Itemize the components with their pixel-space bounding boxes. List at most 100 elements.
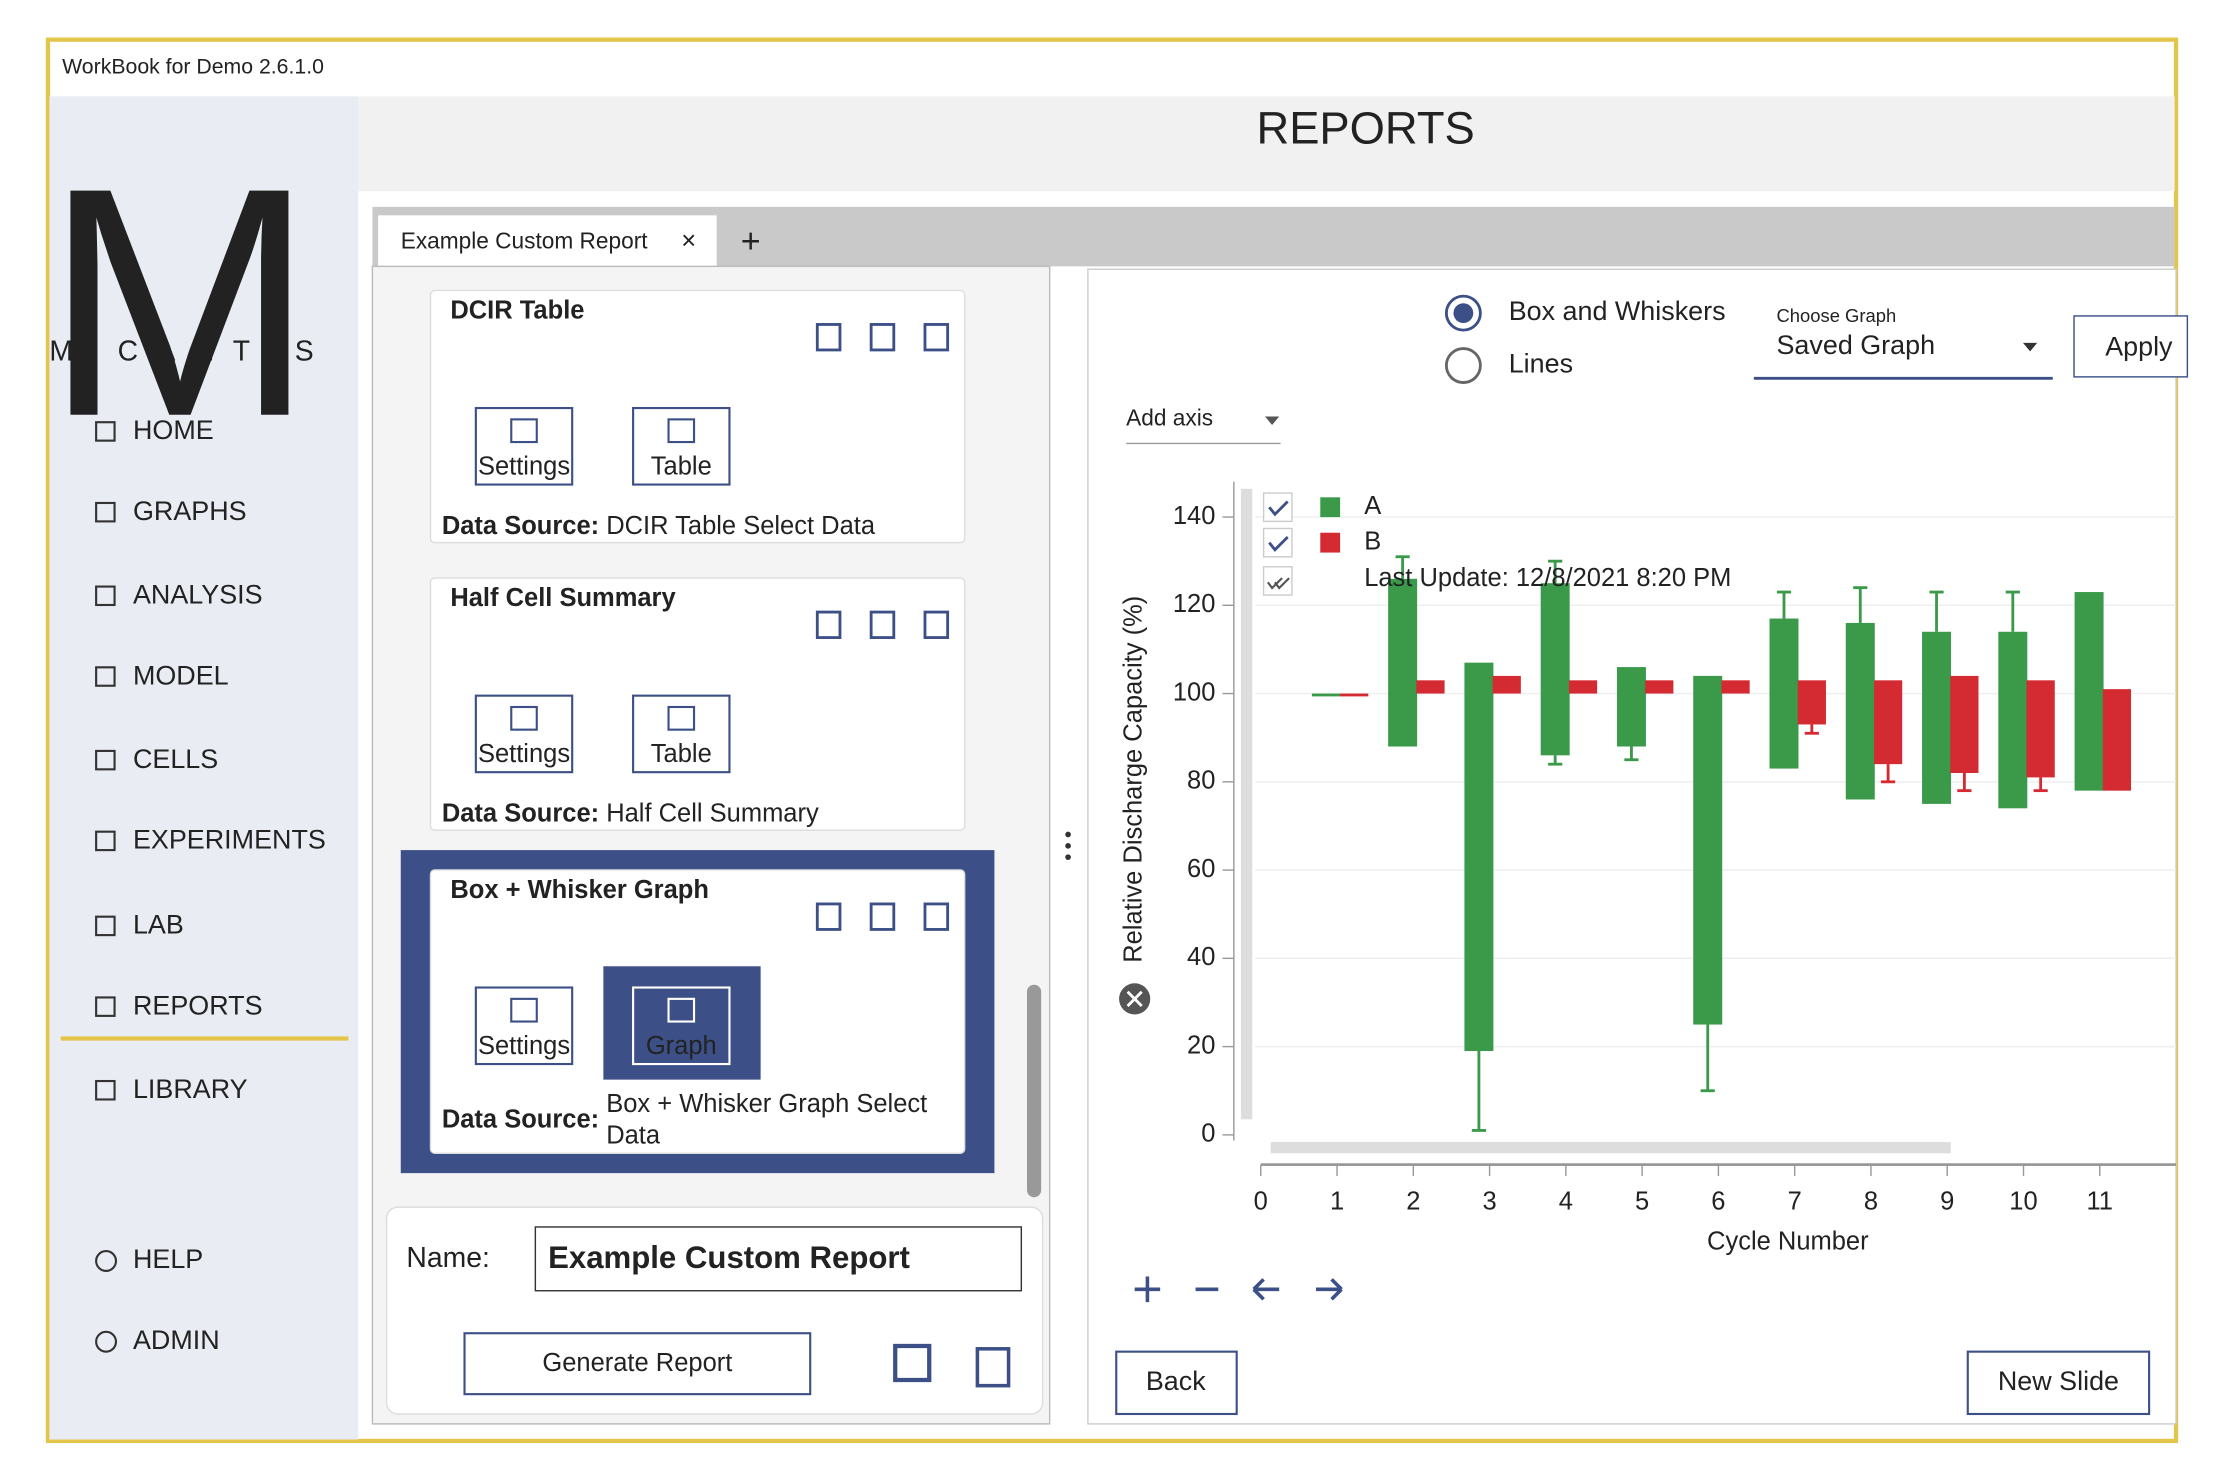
- button-label[interactable]: Apply: [2105, 332, 2173, 362]
- x-axis-label: Cycle Number: [1707, 1227, 1869, 1255]
- nav-item[interactable]: LAB: [133, 910, 184, 940]
- button-label[interactable]: Settings: [478, 740, 570, 768]
- save-icon[interactable]: [893, 1343, 932, 1383]
- box: [1873, 680, 1903, 765]
- scrollbar[interactable]: [1026, 984, 1042, 1198]
- x-tick-label: 7: [1788, 1188, 1802, 1216]
- button-label[interactable]: Generate Report: [542, 1349, 732, 1377]
- button[interactable]: [632, 406, 731, 486]
- button-label[interactable]: Graph: [646, 1032, 717, 1060]
- add-axis[interactable]: Add axis: [1126, 404, 1213, 430]
- nav-item[interactable]: EXPERIMENTS: [133, 825, 326, 855]
- nav-item[interactable]: REPORTS: [133, 990, 263, 1020]
- dot: [1065, 831, 1071, 838]
- dot: [1065, 843, 1071, 849]
- back-button[interactable]: [1115, 1350, 1238, 1416]
- x-tick-label: 6: [1711, 1188, 1725, 1216]
- button-label[interactable]: New Slide: [1998, 1366, 2119, 1396]
- card-title: DCIR Table: [450, 296, 584, 324]
- tab-close[interactable]: ×: [681, 227, 696, 255]
- window-title: WorkBook for Demo 2.6.1.0: [62, 55, 324, 79]
- legend-checkbox[interactable]: [1262, 492, 1293, 523]
- nav-item[interactable]: CELLS: [133, 744, 218, 774]
- y-tick-label: 60: [1187, 855, 1215, 883]
- nav-item[interactable]: ANALYSIS: [133, 580, 263, 610]
- name-value[interactable]: Example Custom Report: [548, 1240, 910, 1275]
- x-tick-label: 10: [2009, 1188, 2037, 1216]
- nav-icon: [95, 421, 116, 442]
- nav-icon: [95, 666, 116, 687]
- card-icon[interactable]: [923, 902, 950, 931]
- nav-item[interactable]: ADMIN: [133, 1325, 220, 1355]
- box: [1693, 675, 1723, 1025]
- nav-item[interactable]: HELP: [133, 1244, 203, 1274]
- box: [1922, 631, 1952, 804]
- button[interactable]: [632, 986, 731, 1066]
- y-tick-label: 0: [1201, 1120, 1215, 1148]
- box: [2102, 689, 2132, 791]
- card-icon[interactable]: [869, 902, 896, 931]
- tab[interactable]: [378, 215, 717, 270]
- button-label[interactable]: Table: [651, 452, 712, 480]
- button-label[interactable]: Back: [1146, 1366, 1206, 1396]
- button[interactable]: [474, 694, 574, 774]
- nav-icon: [95, 501, 116, 523]
- button[interactable]: [632, 694, 731, 774]
- v-scrollbar[interactable]: [1240, 488, 1253, 1120]
- data-source: DCIR Table Select Data: [606, 512, 876, 540]
- logo-name: MICANTIS: [49, 335, 332, 367]
- check: [1268, 500, 1289, 517]
- legend-checkbox[interactable]: [1262, 527, 1293, 558]
- card-title: Half Cell Summary: [450, 584, 676, 612]
- button-label[interactable]: Table: [651, 740, 712, 768]
- y-tick-label: 100: [1173, 678, 1216, 706]
- tab-label[interactable]: Example Custom Report: [401, 227, 649, 253]
- box: [1845, 622, 1875, 800]
- new-slide-button[interactable]: [1966, 1350, 2151, 1416]
- nav-icon: [95, 996, 116, 1017]
- h-scrollbar[interactable]: [1270, 1141, 1951, 1154]
- card-icon[interactable]: [815, 610, 842, 639]
- add-tab[interactable]: +: [741, 223, 761, 261]
- logo: M: [44, 121, 315, 485]
- dropdown-value[interactable]: Saved Graph: [1776, 330, 1935, 360]
- add-axis-arrow[interactable]: [1265, 416, 1280, 426]
- nav-icon: [95, 1249, 118, 1272]
- copy-icon[interactable]: [975, 1347, 1011, 1388]
- card-title: Box + Whisker Graph: [450, 876, 709, 904]
- card-icon[interactable]: [815, 902, 842, 931]
- nav-item[interactable]: MODEL: [133, 660, 229, 690]
- nav-item[interactable]: HOME: [133, 415, 214, 445]
- card-icon[interactable]: [923, 610, 950, 639]
- radio[interactable]: [1444, 347, 1482, 384]
- dropdown-label: Choose Graph: [1776, 305, 1896, 326]
- legend-label: B: [1364, 527, 1381, 555]
- button-icon: [667, 418, 696, 444]
- check-all: [1267, 577, 1290, 590]
- nav-icon: [95, 1330, 118, 1353]
- card-icon[interactable]: [869, 323, 896, 352]
- card-icon[interactable]: [815, 323, 842, 352]
- nav-icon: [95, 915, 116, 937]
- apply-button[interactable]: [2073, 315, 2189, 378]
- x-tick-label: 3: [1482, 1188, 1496, 1216]
- box: [1492, 675, 1521, 694]
- nav-item[interactable]: GRAPHS: [133, 496, 247, 526]
- dropdown-arrow[interactable]: [2023, 342, 2038, 352]
- radio-selected[interactable]: [1444, 294, 1482, 332]
- radio-label[interactable]: Box and Whiskers: [1509, 296, 1726, 326]
- generate-button[interactable]: [463, 1332, 812, 1396]
- radio-label[interactable]: Lines: [1509, 349, 1573, 379]
- nav-item[interactable]: LIBRARY: [133, 1074, 248, 1104]
- button-label[interactable]: Settings: [478, 452, 570, 480]
- legend-swatch: [1320, 532, 1341, 553]
- button[interactable]: [474, 986, 574, 1066]
- chart-controls[interactable]: [1134, 1276, 1343, 1303]
- button[interactable]: [474, 406, 574, 486]
- card-icon[interactable]: [923, 323, 950, 352]
- button-label[interactable]: Settings: [478, 1032, 570, 1060]
- data-source-label: Data Source:: [442, 799, 599, 827]
- name-input[interactable]: [534, 1226, 1023, 1292]
- card-icon[interactable]: [869, 610, 896, 639]
